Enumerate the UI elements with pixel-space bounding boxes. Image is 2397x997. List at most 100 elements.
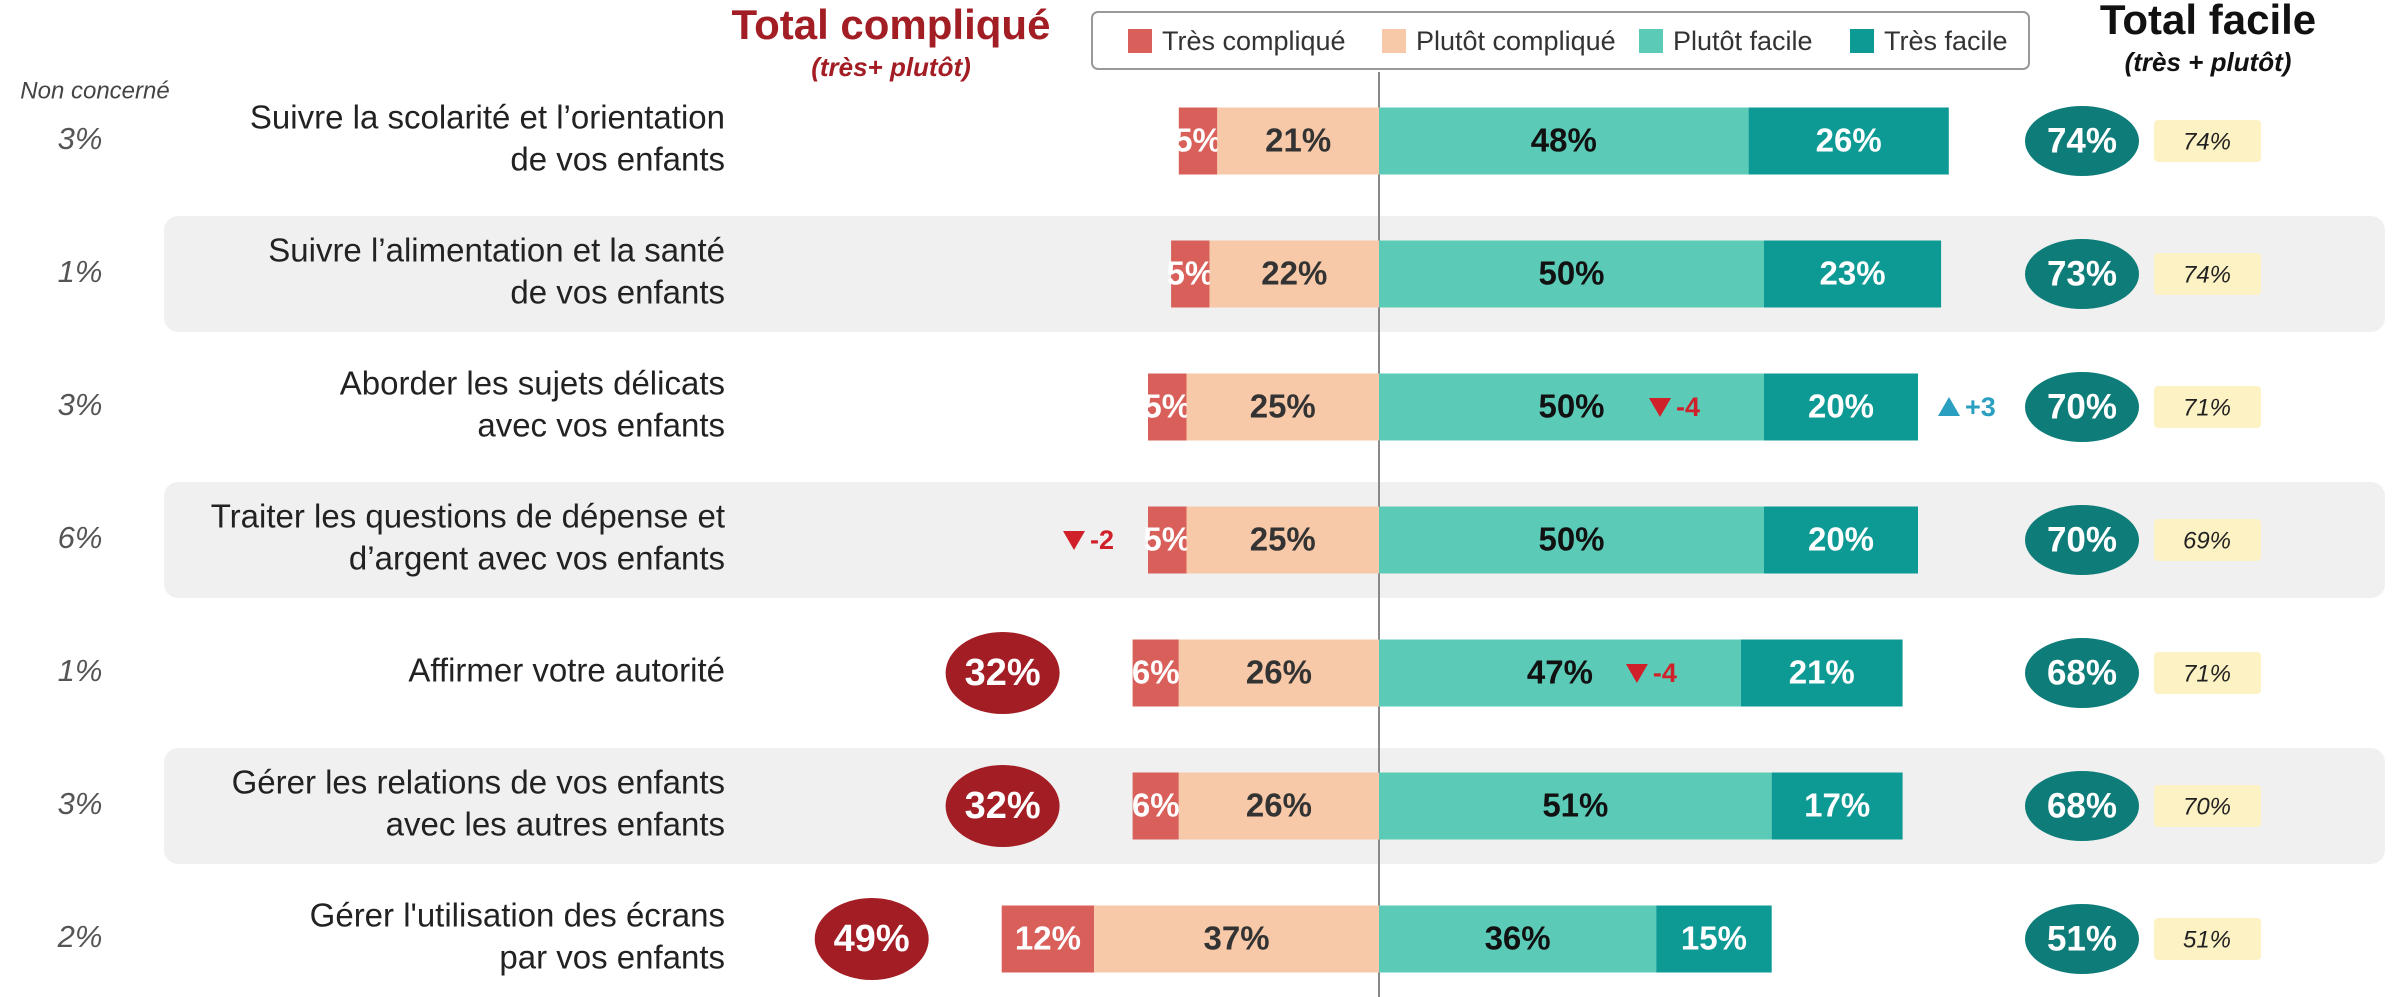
bar-value-label: 26% [1246,787,1312,824]
bar-segment [1748,107,1949,175]
change-label: -4 [1676,392,1700,422]
total-complicated-label: 49% [834,918,910,960]
total-easy-label: 70% [2047,387,2117,426]
right-subtitle: (très + plutôt) [2125,47,2292,77]
category-label: Affirmer votre autorité [408,652,725,689]
not-concerned-value: 2% [57,919,103,954]
not-concerned-header: Non concerné [20,77,169,104]
bar-value-label: 17% [1804,787,1870,824]
bar-value-label: 20% [1808,521,1874,558]
total-easy-badge [2025,904,2139,974]
bar-segment [1379,240,1764,308]
bar-value-label: 50% [1538,521,1604,558]
previous-total-label: 70% [2183,793,2231,820]
bar-value-label: 15% [1681,920,1747,957]
bar-segment [1186,373,1379,441]
total-easy-label: 73% [2047,254,2117,293]
bar-segment [1217,107,1379,175]
bar-segment [1740,639,1903,707]
bar-value-label: 6% [1132,787,1180,824]
total-easy-badge [2025,505,2139,575]
legend-swatch [1128,29,1152,53]
category-label: Suivre la scolarité et l’orientation [250,99,725,136]
category-label: de vos enfants [510,274,725,311]
bar-value-label: 37% [1204,920,1270,957]
change-label: +3 [1965,392,1996,422]
previous-total-box [2154,918,2261,960]
total-easy-badge [2025,239,2139,309]
bar-value-label: 50% [1538,388,1604,425]
legend-label: Très compliqué [1162,26,1346,56]
legend-label: Plutôt facile [1673,26,1813,56]
legend-swatch [1850,29,1874,53]
change-arrow [1649,398,1671,417]
bar-value-label: 5% [1143,388,1191,425]
bar-value-label: 48% [1531,122,1597,159]
total-complicated-label: 32% [965,785,1041,827]
legend-label: Plutôt compliqué [1416,26,1616,56]
bar-value-label: 22% [1261,255,1327,292]
chart-title: Total compliqué [732,1,1051,48]
bar-segment [1379,772,1772,840]
bar-value-label: 5% [1174,122,1222,159]
bar-value-label: 5% [1143,521,1191,558]
category-label: d’argent avec vos enfants [349,540,725,577]
not-concerned-value: 1% [58,653,103,688]
legend-box [1091,11,2030,70]
previous-total-label: 74% [2183,261,2231,288]
category-label: Gérer les relations de vos enfants [232,764,725,801]
previous-total-label: 71% [2183,394,2231,421]
legend-swatch [1639,29,1663,53]
bar-segment [1771,772,1903,840]
bar-segment [1379,506,1764,574]
total-complicated-label: 32% [965,652,1041,694]
previous-total-label: 51% [2183,926,2231,953]
bar-value-label: 36% [1485,920,1551,957]
total-complicated-badge [814,898,929,980]
bar-segment [1094,905,1379,973]
not-concerned-value: 3% [58,121,103,156]
category-label: Traiter les questions de dépense et [211,498,725,535]
total-easy-badge [2025,638,2139,708]
not-concerned-value: 1% [58,254,103,289]
bar-value-label: 26% [1246,654,1312,691]
bar-segment [1186,506,1379,574]
bar-segment [1209,240,1379,308]
bar-value-label: 47% [1527,654,1593,691]
category-label: avec vos enfants [477,407,725,444]
bar-value-label: 51% [1542,787,1608,824]
bar-segment [1132,772,1179,840]
bar-segment [1001,905,1095,973]
change-label: -4 [1653,658,1677,688]
total-easy-badge [2025,771,2139,841]
bar-segment [1178,639,1379,707]
change-label: -2 [1090,525,1114,555]
bar-segment [1379,373,1764,441]
bar-segment [1764,240,1942,308]
previous-total-label: 71% [2183,660,2231,687]
previous-total-box [2154,652,2261,694]
category-label: Aborder les sujets délicats [340,365,725,402]
change-arrow [1063,531,1085,550]
bar-segment [1171,240,1210,308]
change-arrow [1938,397,1960,416]
bar-segment [1148,373,1187,441]
not-concerned-value: 6% [58,520,103,555]
bar-segment [1178,772,1379,840]
total-easy-label: 70% [2047,520,2117,559]
bar-value-label: 21% [1265,122,1331,159]
bar-segment [1148,506,1187,574]
bar-segment [1178,107,1218,175]
category-label: par vos enfants [499,939,725,976]
total-easy-label: 68% [2047,653,2117,692]
change-arrow [1625,664,1648,683]
legend-label: Très facile [1884,26,2008,56]
bar-value-label: 25% [1250,521,1316,558]
total-easy-badge [2025,372,2139,442]
chart-subtitle: (très+ plutôt) [811,52,971,82]
bar-value-label: 50% [1538,255,1604,292]
category-label: Suivre l’alimentation et la santé [268,232,725,269]
total-easy-label: 74% [2047,121,2117,160]
right-title: Total facile [2100,0,2316,43]
